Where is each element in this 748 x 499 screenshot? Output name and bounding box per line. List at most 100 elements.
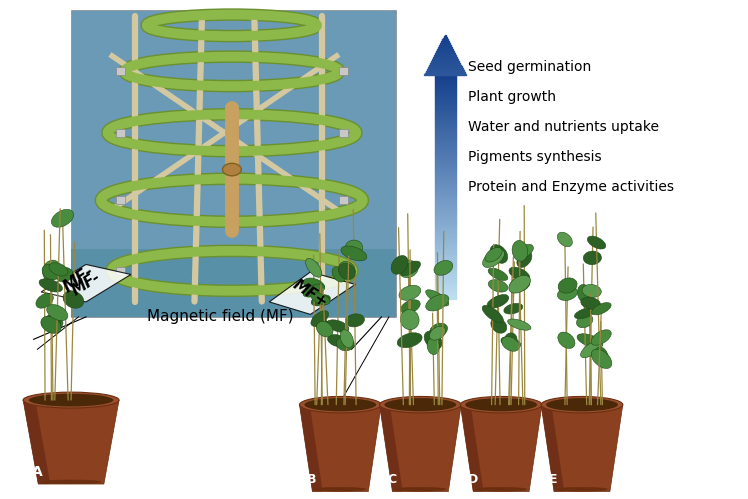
Text: Protein and Enzyme activities: Protein and Enzyme activities (468, 180, 673, 194)
Text: Plant growth: Plant growth (468, 90, 556, 104)
Text: MF-: MF- (60, 262, 97, 296)
Ellipse shape (327, 320, 349, 332)
Bar (435, 275, 456, 277)
Bar (435, 191, 456, 193)
Ellipse shape (306, 399, 375, 409)
Ellipse shape (546, 398, 618, 411)
Bar (429, 64, 461, 65)
Ellipse shape (485, 248, 502, 262)
Ellipse shape (399, 285, 420, 300)
Bar (444, 35, 446, 36)
Ellipse shape (304, 398, 376, 411)
Bar (435, 110, 456, 112)
Bar (435, 202, 456, 204)
Ellipse shape (577, 334, 603, 348)
Bar (435, 193, 456, 195)
Ellipse shape (502, 337, 519, 351)
Bar (435, 131, 456, 133)
Ellipse shape (491, 318, 506, 333)
Bar (435, 125, 456, 127)
Ellipse shape (42, 480, 100, 484)
Bar (438, 48, 453, 49)
Ellipse shape (465, 398, 537, 411)
Ellipse shape (29, 394, 113, 407)
Ellipse shape (345, 240, 363, 255)
Bar (435, 223, 456, 225)
Bar (435, 78, 456, 80)
Ellipse shape (306, 258, 322, 277)
Ellipse shape (557, 488, 607, 491)
Bar (435, 112, 456, 114)
Ellipse shape (490, 245, 508, 263)
Bar (432, 58, 458, 59)
Bar (435, 140, 456, 142)
Text: A: A (32, 466, 43, 480)
Bar (432, 59, 458, 60)
Bar (435, 236, 456, 238)
Bar (435, 212, 456, 214)
Ellipse shape (395, 488, 446, 491)
Ellipse shape (582, 284, 601, 297)
Ellipse shape (30, 395, 112, 404)
Bar (442, 40, 448, 41)
Bar (435, 269, 456, 271)
Ellipse shape (328, 334, 347, 347)
Bar (435, 294, 456, 295)
Bar (435, 86, 456, 88)
Ellipse shape (299, 396, 381, 413)
Polygon shape (23, 400, 119, 484)
Ellipse shape (595, 347, 609, 367)
Ellipse shape (558, 332, 575, 348)
Bar (435, 84, 456, 86)
Bar (435, 82, 456, 84)
Ellipse shape (379, 396, 462, 413)
Ellipse shape (337, 336, 354, 351)
Bar (435, 133, 456, 135)
Ellipse shape (41, 316, 63, 330)
Bar (429, 65, 461, 66)
Ellipse shape (517, 251, 532, 267)
Ellipse shape (46, 304, 68, 321)
Bar (435, 295, 456, 297)
Text: D: D (468, 473, 478, 486)
Ellipse shape (39, 279, 63, 292)
Ellipse shape (467, 399, 536, 409)
Ellipse shape (397, 333, 422, 348)
Ellipse shape (429, 326, 446, 340)
Bar (428, 68, 462, 69)
Ellipse shape (460, 396, 542, 413)
Bar (435, 290, 456, 292)
Ellipse shape (316, 321, 333, 337)
Ellipse shape (42, 264, 59, 280)
Bar (435, 254, 456, 256)
Bar (116, 267, 125, 275)
Bar (435, 221, 456, 223)
Bar (435, 163, 456, 165)
Bar (435, 75, 456, 77)
Ellipse shape (583, 251, 601, 264)
Ellipse shape (223, 163, 241, 176)
Ellipse shape (23, 392, 119, 408)
Bar (435, 170, 456, 172)
Bar (433, 57, 457, 58)
Bar (444, 36, 446, 37)
Bar (435, 182, 456, 184)
Ellipse shape (592, 302, 611, 315)
Bar (440, 44, 450, 45)
Bar (435, 185, 456, 187)
Ellipse shape (52, 210, 73, 227)
Bar (435, 101, 456, 103)
Ellipse shape (313, 319, 331, 330)
Ellipse shape (509, 278, 530, 291)
Bar (435, 172, 456, 174)
Bar (435, 225, 456, 227)
Bar (428, 67, 462, 68)
Ellipse shape (313, 316, 331, 333)
Bar (435, 161, 456, 163)
Polygon shape (379, 405, 402, 492)
Bar (435, 273, 456, 275)
Ellipse shape (429, 323, 447, 337)
Bar (435, 92, 456, 94)
Bar (435, 122, 456, 124)
Bar (435, 97, 456, 99)
